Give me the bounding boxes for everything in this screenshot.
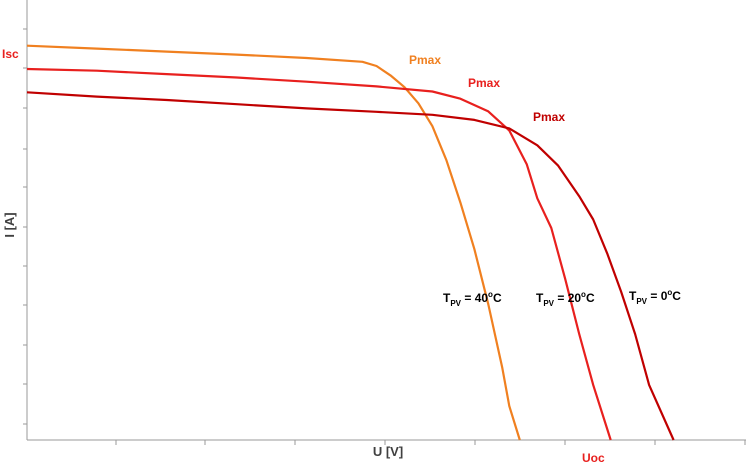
series-line-1 (26, 67, 612, 441)
temperature-label-1: TPV = 20oC (536, 290, 595, 308)
pmax-label-1: Pmax (468, 76, 500, 90)
x-axis-title: U [V] (373, 444, 403, 459)
isc-label: Isc (2, 47, 19, 61)
pmax-label-2: Pmax (533, 110, 565, 124)
axes-group: U [V] I [A] (2, 0, 746, 459)
y-axis-title: I [A] (2, 212, 17, 237)
pmax-label-0: Pmax (409, 53, 441, 67)
labels-group: Pmax Pmax Pmax TPV = 40oC TPV = 20oC TPV = 0o… (2, 47, 681, 465)
temperature-label-2: TPV = 0oC (629, 288, 681, 306)
uoc-label: Uoc (582, 451, 605, 465)
series-group (26, 44, 675, 441)
temperature-label-0: TPV = 40oC (443, 290, 502, 308)
series-line-2 (26, 91, 675, 441)
series-line-0 (26, 44, 521, 441)
